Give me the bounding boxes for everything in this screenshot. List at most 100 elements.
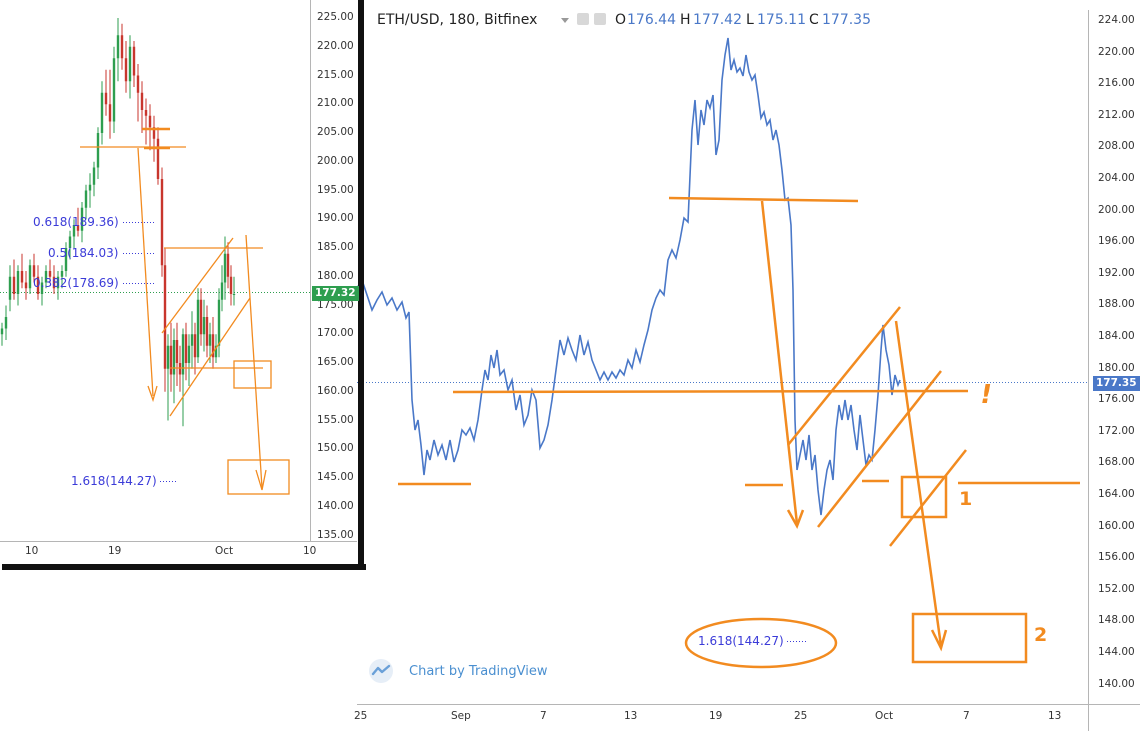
header-background [357, 0, 582, 176]
candle-body [0, 328, 4, 335]
main-price-series [356, 37, 901, 516]
candle-body [214, 345, 218, 358]
left-price-tick-label: 140.00 [317, 499, 354, 512]
main-price-tick-label: 168.00 [1098, 456, 1135, 469]
left-price-tick-label: 160.00 [317, 384, 354, 397]
main-price-tick-label: 172.00 [1098, 424, 1135, 437]
left-price-tick-label: 185.00 [317, 241, 354, 253]
main-price-tick-label: 156.00 [1098, 551, 1135, 564]
candle-body [24, 282, 28, 289]
main-price-tick-label: 196.00 [1098, 235, 1135, 248]
candle-body [190, 334, 194, 346]
candle-body [181, 334, 185, 375]
main-time-tick-label: 25 [794, 710, 808, 722]
main-price-tick-label: 184.00 [1098, 330, 1135, 342]
main-price-tick-label: 212.00 [1098, 108, 1135, 121]
candle-body [152, 127, 156, 139]
candle-body [100, 92, 104, 133]
left-fib-label-1618: 1.618(144.27) [71, 474, 157, 488]
main-price-tick-label: 144.00 [1098, 646, 1135, 658]
left-price-tick-label: 225.00 [317, 11, 354, 23]
fib-ellipse [684, 617, 838, 669]
left-price-tick-label: 210.00 [317, 97, 354, 110]
left-last-price-tag: 177.32 [312, 286, 359, 301]
left-price-tick-label: 195.00 [317, 183, 354, 196]
candle-body [40, 282, 44, 294]
main-price-tick-label: 220.00 [1098, 45, 1135, 58]
candle-body [136, 75, 140, 93]
drop-arrow-1 [760, 200, 799, 525]
main-price-tick-label: 180.00 [1098, 361, 1135, 374]
main-time-tick-label: 13 [624, 710, 638, 722]
open-label: O [615, 12, 627, 28]
candle-body [166, 345, 170, 369]
close-value: 177.35 [822, 12, 871, 28]
main-time-tick-label: 7 [963, 710, 970, 722]
main-price-tick-label: 176.00 [1098, 393, 1135, 406]
left-time-tick-label: 19 [108, 545, 122, 557]
candle-body [104, 92, 108, 105]
left-drop-2-head [255, 469, 267, 491]
left-drop-1 [137, 147, 154, 397]
candle-body [120, 35, 124, 59]
candle-body [148, 115, 152, 128]
candle-body [128, 46, 132, 82]
chevron-down-icon[interactable] [560, 17, 570, 25]
candle-body [208, 334, 212, 346]
support-line-176 [452, 389, 969, 394]
main-price-tick-label: 152.00 [1098, 582, 1135, 595]
left-time-tick-label: 10 [25, 545, 39, 557]
left-price-tick-label: 170.00 [317, 327, 354, 340]
candle-body [76, 225, 80, 231]
candle-body [172, 340, 176, 375]
candle-body [112, 58, 116, 122]
candle-body [160, 179, 164, 266]
candle-body [80, 207, 84, 231]
eye-icon[interactable] [577, 13, 589, 25]
main-price-tick-label: 200.00 [1098, 203, 1135, 216]
left-candlestick-series [0, 18, 236, 427]
symbol-title[interactable]: ETH/USD, 180, Bitfinex [377, 12, 538, 28]
left-price-tick-label: 215.00 [317, 68, 354, 81]
left-price-tick-label: 180.00 [317, 269, 354, 282]
candle-body [163, 265, 167, 369]
left-price-tick-label: 175.00 [317, 298, 354, 311]
tradingview-branding[interactable]: Chart by TradingView [409, 664, 548, 679]
main-price-tick-label: 192.00 [1098, 266, 1135, 279]
main-time-tick-label: 25 [354, 710, 368, 722]
left-price-tick-label: 135.00 [317, 528, 354, 541]
close-label: C [809, 12, 819, 28]
left-annotations [80, 127, 290, 495]
candle-body [187, 345, 191, 363]
main-price-tick-label: 188.00 [1098, 298, 1135, 311]
candle-body [199, 299, 203, 335]
gear-icon[interactable] [594, 13, 606, 25]
candle-body [36, 276, 40, 294]
annotation-number-2: 2 [1034, 624, 1048, 646]
main-annotations [398, 196, 1080, 669]
candle-body [28, 265, 32, 289]
left-price-tick-label: 200.00 [317, 154, 354, 167]
candle-body [205, 317, 209, 346]
left-inset-chart[interactable] [0, 0, 370, 580]
left-price-tick-label: 145.00 [317, 471, 354, 483]
candle-body [72, 225, 76, 237]
main-last-price-tag: 177.35 [1093, 376, 1140, 391]
main-price-tick-label: 148.00 [1098, 614, 1135, 627]
channel-extra [889, 449, 967, 547]
candle-body [8, 276, 12, 300]
left-inset-panel [0, 0, 357, 571]
candle-body [56, 276, 60, 289]
candle-body [92, 167, 96, 185]
candle-body [116, 35, 120, 59]
candle-body [132, 46, 136, 76]
open-value: 176.44 [627, 12, 676, 28]
main-time-tick-label: Sep [451, 710, 471, 722]
left-target-box-2 [227, 459, 290, 495]
candle-body [184, 334, 188, 363]
candle-body [52, 276, 56, 289]
candle-body [178, 363, 182, 375]
drop-arrow-1-head [786, 509, 805, 529]
candle-body [193, 334, 197, 358]
